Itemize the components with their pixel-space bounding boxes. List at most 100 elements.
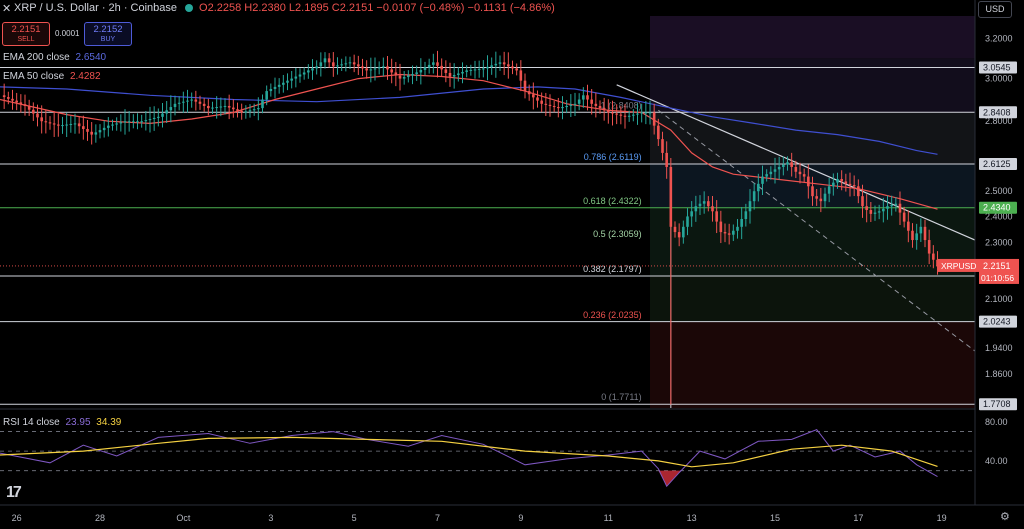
candle-body: [298, 74, 302, 77]
candle-body: [152, 117, 156, 120]
candle-body: [694, 206, 698, 212]
candle-body: [407, 75, 410, 78]
candle-body: [702, 201, 706, 204]
x-tick-label-1: 28: [95, 513, 105, 523]
candle-body: [419, 69, 423, 73]
candle-body: [844, 181, 848, 184]
x-tick-label-3: 3: [268, 513, 273, 523]
candle-body: [727, 233, 731, 235]
candle-body: [823, 193, 827, 202]
settings-gear-icon[interactable]: ⚙: [1000, 511, 1010, 523]
candle-body: [511, 66, 514, 69]
ema200-value: 2.6540: [75, 52, 107, 63]
candle-body: [498, 62, 502, 64]
candle-body: [652, 112, 656, 126]
candle-body: [277, 84, 281, 87]
candle-body: [286, 80, 289, 83]
y-tick-label-5: 2.3000: [985, 238, 1013, 248]
currency-selector[interactable]: USD: [978, 1, 1012, 18]
candle-body: [594, 103, 598, 106]
sell-price: 2.2151: [11, 24, 41, 35]
candle-body: [315, 66, 318, 69]
price-level-tag-text-3: 2.4340: [983, 203, 1011, 213]
price-level-tag-3: [979, 201, 1017, 214]
candle-body: [290, 78, 293, 81]
candle-body: [119, 122, 123, 124]
x-tick-label-6: 9: [518, 513, 523, 523]
spread-value: 0.0001: [55, 29, 80, 38]
candle-body: [611, 112, 614, 114]
fib-label-4: 0.382 (2.1797): [583, 264, 642, 274]
candle-body: [457, 73, 460, 76]
candle-body: [132, 121, 135, 123]
buy-label: BUY: [100, 36, 116, 43]
rsi-ma-value: 34.39: [96, 417, 122, 428]
close-symbol-icon[interactable]: ✕: [2, 3, 12, 15]
candle-body: [923, 226, 927, 241]
candle-body: [648, 112, 652, 114]
candle-body: [473, 69, 477, 71]
y-tick-label-0: 3.2000: [985, 34, 1013, 44]
candle-body: [140, 121, 143, 123]
buy-button[interactable]: 2.2152 BUY: [84, 22, 132, 46]
candle-body: [777, 166, 781, 170]
y-tick-label-6: 2.1000: [985, 294, 1013, 304]
candle-body: [369, 69, 373, 71]
ohlc-values: O2.2258 H2.2380 L2.1895 C2.2151 −0.0107 …: [199, 2, 555, 14]
buy-price: 2.2152: [93, 24, 123, 35]
candle-body: [344, 63, 348, 65]
sell-button[interactable]: 2.2151 SELL: [2, 22, 50, 46]
candle-body: [69, 123, 73, 125]
candle-body: [432, 62, 435, 65]
candle-body: [869, 210, 873, 214]
candle-body: [690, 211, 693, 217]
candle-body: [57, 124, 60, 126]
candle-body: [448, 72, 452, 77]
candle-body: [111, 124, 114, 126]
candle-body: [423, 67, 427, 70]
fib-label-1: 0.786 (2.6119): [584, 152, 642, 162]
candle-body: [390, 69, 393, 73]
candle-body: [240, 110, 243, 113]
fib-zone-1: [650, 112, 975, 165]
candle-body: [748, 201, 752, 212]
candle-body: [761, 176, 764, 184]
candle-body: [602, 108, 606, 111]
candle-body: [915, 233, 918, 241]
candle-body: [198, 101, 202, 104]
candle-body: [486, 66, 489, 69]
candle-body: [673, 226, 677, 233]
candle-body: [577, 99, 581, 104]
x-tick-label-4: 5: [352, 513, 357, 523]
candle-body: [736, 226, 739, 231]
rsi-line: [0, 428, 938, 488]
price-level-tag-text-6: 1.7708: [983, 399, 1011, 409]
candle-body: [861, 196, 864, 207]
candle-body: [519, 70, 523, 81]
candle-body: [561, 107, 564, 109]
candle-body: [798, 171, 802, 175]
candle-body: [552, 105, 556, 108]
candle-body: [852, 185, 856, 187]
candle-body: [623, 115, 627, 117]
x-tick-label-10: 17: [853, 513, 863, 523]
ema200-legend[interactable]: EMA 200 close 2.6540: [3, 52, 106, 63]
candle-body: [527, 91, 531, 95]
candle-body: [819, 198, 823, 202]
fib-label-6: 0 (1.7711): [601, 392, 641, 402]
candle-body: [677, 232, 681, 238]
ema50-legend[interactable]: EMA 50 close 2.4282: [3, 71, 101, 82]
candle-body: [644, 112, 648, 114]
candle-body: [882, 208, 885, 212]
candle-body: [719, 221, 723, 233]
candle-body: [427, 64, 431, 68]
candle-body: [352, 62, 356, 65]
candle-body: [86, 128, 89, 132]
fib-zone-upper: [650, 58, 975, 113]
rsi-legend[interactable]: RSI 14 close 23.95 34.39: [3, 417, 121, 428]
candle-body: [919, 226, 923, 234]
candle-body: [782, 164, 785, 167]
symbol-title[interactable]: XRP / U.S. Dollar · 2h · Coinbase: [14, 2, 178, 14]
candle-body: [415, 72, 418, 74]
